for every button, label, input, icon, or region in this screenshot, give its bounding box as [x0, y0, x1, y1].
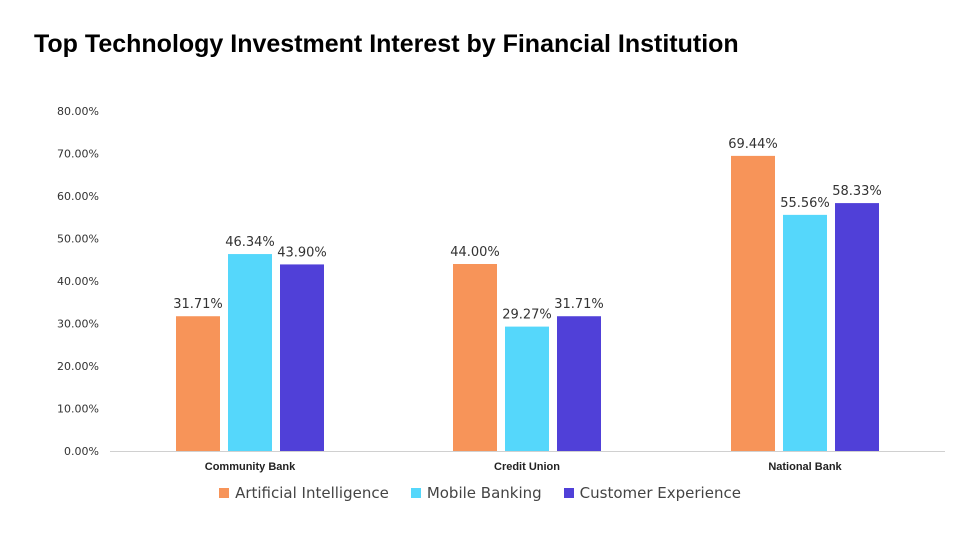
legend-swatch: [563, 488, 574, 498]
bar: [228, 254, 272, 451]
y-tick-label: 20.00%: [57, 360, 99, 373]
x-tick-label: Credit Union: [494, 461, 560, 473]
bar: [176, 316, 220, 451]
bar: [453, 264, 497, 451]
legend-item: Customer Experience: [563, 484, 741, 502]
bar: [557, 316, 601, 451]
bar: [783, 214, 827, 451]
chart-title: Top Technology Investment Interest by Fi…: [34, 30, 739, 58]
bar: [731, 155, 775, 451]
data-label: 31.71%: [173, 297, 223, 312]
data-label: 69.44%: [728, 137, 778, 152]
legend-swatch: [410, 488, 421, 498]
data-label: 31.71%: [554, 297, 604, 312]
bar: [505, 326, 549, 451]
y-tick-label: 0.00%: [64, 445, 99, 458]
data-label: 43.90%: [277, 245, 327, 260]
legend-label: Artificial Intelligence: [235, 484, 389, 502]
data-label: 44.00%: [450, 245, 500, 260]
legend-item: Mobile Banking: [410, 484, 542, 502]
data-label: 55.56%: [780, 196, 830, 211]
x-tick-label: Community Bank: [205, 461, 296, 473]
data-label: 46.34%: [225, 235, 275, 250]
y-tick-label: 80.00%: [57, 105, 99, 118]
legend-label: Customer Experience: [579, 484, 741, 502]
bar: [835, 203, 879, 451]
bars: 31.71% 44.00% 69.44% 46.34% 29.27% 55.56% 43.9…: [173, 137, 882, 451]
y-tick-label: 10.00%: [57, 403, 99, 416]
y-tick-label: 30.00%: [57, 318, 99, 331]
data-label: 29.27%: [502, 308, 552, 323]
y-axis: 0.00% 10.00% 20.00% 30.00% 40.00% 50.00% 60.00…: [57, 105, 99, 458]
legend: Artificial Intelligence Mobile Banking C…: [0, 484, 960, 502]
legend-item: Artificial Intelligence: [219, 484, 389, 502]
legend-swatch: [219, 488, 230, 498]
legend-label: Mobile Banking: [426, 484, 542, 502]
y-tick-label: 40.00%: [57, 275, 99, 288]
x-tick-label: National Bank: [768, 461, 842, 473]
y-tick-label: 60.00%: [57, 190, 99, 203]
bar: [280, 264, 324, 451]
y-tick-label: 70.00%: [57, 148, 99, 161]
x-axis: Community Bank Credit Union National Bank: [110, 451, 945, 473]
y-tick-label: 50.00%: [57, 233, 99, 246]
data-label: 58.33%: [832, 184, 882, 199]
